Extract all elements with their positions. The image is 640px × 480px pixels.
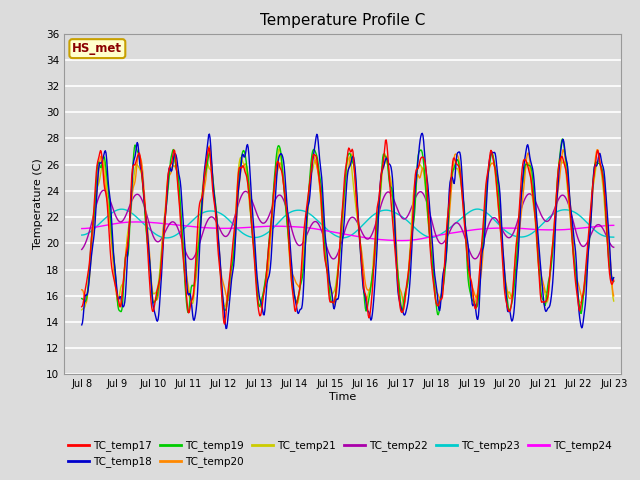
TC_temp18 <box>222 326 230 332</box>
Line: TC_temp23: TC_temp23 <box>82 209 614 238</box>
TC_temp17 <box>404 274 412 280</box>
TC_temp23 <box>140 221 148 227</box>
TC_temp24 <box>610 222 618 228</box>
TC_temp22 <box>266 211 273 217</box>
TC_temp24 <box>141 219 148 225</box>
TC_temp23 <box>163 235 170 241</box>
TC_temp19 <box>403 286 410 291</box>
TC_temp21 <box>434 301 442 307</box>
TC_temp20 <box>78 287 86 293</box>
TC_temp17 <box>610 277 618 283</box>
TC_temp24 <box>78 226 86 231</box>
TC_temp19 <box>140 199 148 205</box>
Line: TC_temp24: TC_temp24 <box>82 222 614 240</box>
TC_temp22 <box>610 244 618 250</box>
TC_temp19 <box>264 247 272 253</box>
TC_temp23 <box>78 232 86 238</box>
TC_temp18 <box>78 322 86 328</box>
TC_temp23 <box>610 234 618 240</box>
TC_temp19 <box>238 152 246 158</box>
TC_temp19 <box>432 301 440 307</box>
TC_temp19 <box>285 234 292 240</box>
Line: TC_temp22: TC_temp22 <box>82 190 614 260</box>
TC_temp18 <box>265 273 273 279</box>
TC_temp21 <box>399 308 406 314</box>
TC_temp17 <box>382 137 390 143</box>
TC_temp24 <box>265 223 273 229</box>
TC_temp24 <box>434 233 442 239</box>
TC_temp18 <box>285 228 293 234</box>
TC_temp22 <box>100 187 108 193</box>
X-axis label: Time: Time <box>329 392 356 402</box>
Line: TC_temp21: TC_temp21 <box>82 149 614 311</box>
Text: HS_met: HS_met <box>72 42 122 55</box>
TC_temp23 <box>403 217 411 223</box>
TC_temp20 <box>434 290 442 296</box>
TC_temp23 <box>239 230 246 236</box>
TC_temp17 <box>221 321 228 327</box>
TC_temp24 <box>285 224 293 229</box>
TC_temp19 <box>78 296 86 301</box>
Line: TC_temp17: TC_temp17 <box>82 140 614 324</box>
TC_temp22 <box>434 237 442 242</box>
TC_temp19 <box>610 278 618 284</box>
Legend: TC_temp17, TC_temp18, TC_temp19, TC_temp20, TC_temp21, TC_temp22, TC_temp23, TC_: TC_temp17, TC_temp18, TC_temp19, TC_temp… <box>63 436 616 471</box>
TC_temp18 <box>140 197 148 203</box>
TC_temp18 <box>239 151 246 157</box>
TC_temp18 <box>403 304 411 310</box>
TC_temp22 <box>188 257 195 263</box>
Line: TC_temp20: TC_temp20 <box>82 146 614 307</box>
TC_temp17 <box>434 303 442 309</box>
TC_temp21 <box>276 146 284 152</box>
TC_temp17 <box>285 241 293 247</box>
TC_temp24 <box>404 238 412 243</box>
TC_temp21 <box>610 298 618 304</box>
Y-axis label: Temperature (C): Temperature (C) <box>33 158 43 250</box>
TC_temp20 <box>266 245 273 251</box>
TC_temp23 <box>433 233 441 239</box>
TC_temp20 <box>610 293 618 299</box>
TC_temp24 <box>132 219 140 225</box>
TC_temp20 <box>286 256 294 262</box>
TC_temp22 <box>404 213 412 219</box>
TC_temp17 <box>140 194 148 200</box>
TC_temp18 <box>610 275 618 280</box>
TC_temp20 <box>239 163 246 168</box>
TC_temp22 <box>286 219 294 225</box>
TC_temp21 <box>78 307 86 313</box>
TC_temp22 <box>78 247 86 252</box>
TC_temp21 <box>264 256 272 262</box>
TC_temp18 <box>434 295 442 300</box>
TC_temp20 <box>404 278 412 284</box>
TC_temp21 <box>285 248 293 254</box>
TC_temp19 <box>435 312 442 318</box>
TC_temp20 <box>205 143 213 149</box>
TC_temp17 <box>239 163 246 169</box>
TC_temp21 <box>140 199 148 204</box>
TC_temp19 <box>559 136 566 142</box>
TC_temp23 <box>265 229 273 235</box>
Title: Temperature Profile C: Temperature Profile C <box>260 13 425 28</box>
TC_temp21 <box>404 276 412 281</box>
TC_temp18 <box>419 131 426 136</box>
TC_temp21 <box>238 156 246 162</box>
Line: TC_temp18: TC_temp18 <box>82 133 614 329</box>
TC_temp20 <box>140 188 148 194</box>
TC_temp22 <box>141 205 148 211</box>
TC_temp23 <box>474 206 482 212</box>
TC_temp20 <box>257 304 264 310</box>
TC_temp23 <box>285 210 293 216</box>
TC_temp17 <box>78 304 86 310</box>
Line: TC_temp19: TC_temp19 <box>82 139 614 315</box>
TC_temp24 <box>239 225 246 230</box>
TC_temp24 <box>397 238 405 243</box>
TC_temp17 <box>265 241 273 247</box>
TC_temp22 <box>239 190 247 195</box>
